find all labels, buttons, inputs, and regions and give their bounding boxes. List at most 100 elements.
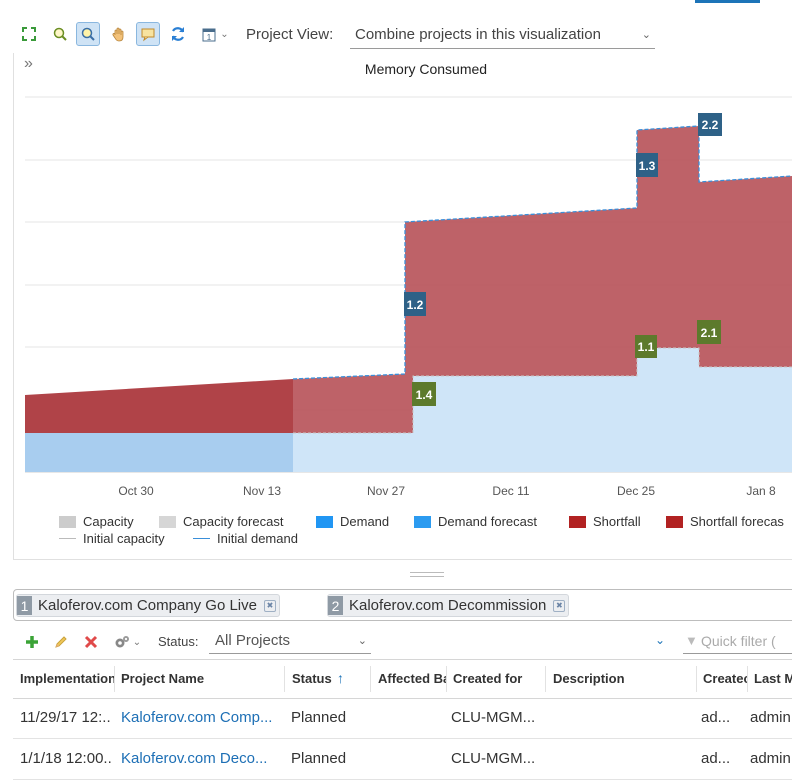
refresh-icon[interactable]: [166, 22, 190, 46]
column-header-implementation[interactable]: Implementation: [20, 671, 115, 686]
status-filter-label: Status:: [158, 634, 199, 649]
column-header-description[interactable]: Description: [553, 671, 625, 686]
demand-area: [25, 433, 293, 472]
x-tick-label: Nov 27: [367, 484, 405, 498]
legend-capacity-forecast[interactable]: Capacity forecast: [159, 514, 283, 529]
x-tick-label: Oct 30: [118, 484, 154, 498]
shortfall-forecast-area: [293, 126, 792, 433]
zoom-in-icon[interactable]: [48, 22, 72, 46]
cell-last-modified: admin: [750, 750, 791, 767]
legend-demand[interactable]: Demand: [316, 514, 389, 529]
project-view-select[interactable]: Combine projects in this visualization ⌄: [350, 22, 655, 49]
x-tick-label: Jan 8: [746, 484, 776, 498]
legend-capacity[interactable]: Capacity: [59, 514, 134, 529]
legend-label: Shortfall forecas: [690, 514, 784, 529]
project-chip-number: 1: [17, 596, 32, 615]
tooltip-toggle-icon[interactable]: [136, 22, 160, 46]
column-header-affected[interactable]: Affected Ba: [378, 671, 446, 686]
active-tab-indicator: [695, 0, 760, 3]
status-filter-value: All Projects: [215, 632, 291, 649]
marker-2-1: 2.1: [697, 320, 721, 344]
delete-icon[interactable]: [79, 630, 103, 654]
chevron-down-icon: ⌄: [132, 636, 142, 648]
column-header-project-name[interactable]: Project Name: [121, 671, 205, 686]
project-chip-1[interactable]: 1 Kaloferov.com Company Go Live ✖: [16, 594, 280, 617]
legend-swatch: [316, 515, 333, 528]
svg-text:1: 1: [207, 33, 212, 42]
chevron-down-icon: ⌄: [220, 28, 229, 40]
status-filter-select[interactable]: All Projects ⌄: [209, 629, 371, 654]
legend-demand-forecast[interactable]: Demand forecast: [414, 514, 537, 529]
marker-label: 1.2: [407, 298, 424, 312]
x-tick-label: Nov 13: [243, 484, 281, 498]
expand-panel-icon[interactable]: »: [24, 55, 33, 72]
legend-shortfall-forecast[interactable]: Shortfall forecas: [666, 514, 784, 529]
project-view-label: Project View:: [246, 26, 334, 43]
cell-status: Planned: [291, 709, 347, 726]
demand-forecast-area: [293, 348, 792, 472]
pan-hand-icon[interactable]: [107, 22, 131, 46]
cell-created-for: CLU-MGM...: [451, 709, 536, 726]
project-chip-name: Kaloferov.com Company Go Live: [38, 597, 257, 614]
cell-project-name-link[interactable]: Kaloferov.com Comp...: [121, 709, 273, 726]
add-icon[interactable]: [20, 630, 44, 654]
x-tick-label: Dec 25: [617, 484, 655, 498]
cell-implementation: 1/1/18 12:00...: [20, 750, 112, 767]
marker-label: 2.2: [702, 118, 719, 132]
cell-created: ad...: [701, 750, 731, 767]
legend-swatch: [159, 515, 176, 528]
marker-1-1: 1.1: [635, 335, 657, 358]
marker-1-2: 1.2: [404, 292, 426, 316]
initial-capacity-line: [293, 347, 792, 434]
chart-canvas[interactable]: 1.2 1.3 2.2 1.4 1.1 2.1 Oct 30 Nov 13 No…: [0, 0, 792, 560]
legend-swatch: [59, 538, 76, 539]
legend-initial-demand[interactable]: Initial demand: [193, 531, 298, 546]
legend-swatch: [569, 515, 586, 528]
legend-shortfall[interactable]: Shortfall: [569, 514, 641, 529]
legend-label: Shortfall: [593, 514, 641, 529]
quick-filter-input[interactable]: ▼ Quick filter (: [683, 629, 792, 654]
column-header-created-for[interactable]: Created for: [453, 671, 523, 686]
zoom-region-icon[interactable]: [76, 22, 100, 46]
remove-icon[interactable]: ✖: [264, 599, 276, 612]
legend-label: Capacity forecast: [183, 514, 284, 529]
visualization-toolbar: 1 ⌄ Project View: Combine projects in th…: [0, 20, 792, 50]
pane-splitter[interactable]: [410, 572, 444, 577]
marker-label: 2.1: [701, 326, 718, 340]
filter-chevron-icon[interactable]: ⌄: [655, 633, 666, 647]
funnel-icon: ▼: [685, 633, 698, 648]
legend-initial-capacity[interactable]: Initial capacity: [59, 531, 165, 546]
cell-status: Planned: [291, 750, 347, 767]
cell-created: ad...: [701, 709, 731, 726]
cell-created-for: CLU-MGM...: [451, 750, 536, 767]
legend-label: Capacity: [83, 514, 134, 529]
chevron-down-icon: ⌄: [357, 635, 367, 647]
column-header-created[interactable]: Createc: [703, 671, 747, 686]
remove-icon[interactable]: ✖: [553, 599, 566, 612]
column-header-last-modified[interactable]: Last M: [754, 671, 792, 686]
selected-projects-bar: 1 Kaloferov.com Company Go Live ✖ 2 Kalo…: [13, 589, 792, 621]
cell-project-name-link[interactable]: Kaloferov.com Deco...: [121, 750, 268, 767]
grid-header: Implementation Project Name Status ↑ Aff…: [13, 659, 792, 699]
project-chip-2[interactable]: 2 Kaloferov.com Decommission ✖: [327, 594, 570, 617]
legend-label: Demand: [340, 514, 390, 529]
legend-swatch: [59, 515, 76, 528]
marker-label: 1.1: [638, 340, 655, 354]
project-chip-number: 2: [328, 596, 343, 615]
calendar-icon[interactable]: 1 ⌄: [197, 22, 233, 46]
table-row[interactable]: 11/29/17 12:... Kaloferov.com Comp... Pl…: [13, 698, 792, 739]
projects-toolbar: ⌄ Status: All Projects ⌄ ⌄ ▼ Quick filte…: [0, 628, 792, 656]
cell-implementation: 11/29/17 12:...: [20, 709, 112, 726]
table-row[interactable]: 1/1/18 12:00... Kaloferov.com Deco... Pl…: [13, 739, 792, 780]
project-chip-name: Kaloferov.com Decommission: [349, 597, 547, 614]
zoom-fit-icon[interactable]: [17, 22, 41, 46]
shortfall-area: [25, 379, 293, 433]
sort-ascending-icon: ↑: [337, 670, 344, 686]
actions-gear-icon[interactable]: ⌄: [108, 630, 146, 654]
quick-filter-placeholder: Quick filter (: [701, 633, 776, 649]
column-header-status[interactable]: Status: [292, 671, 332, 686]
legend-swatch: [414, 515, 431, 528]
legend-label: Demand forecast: [438, 514, 537, 529]
marker-label: 1.3: [639, 159, 656, 173]
edit-icon[interactable]: [49, 630, 73, 654]
